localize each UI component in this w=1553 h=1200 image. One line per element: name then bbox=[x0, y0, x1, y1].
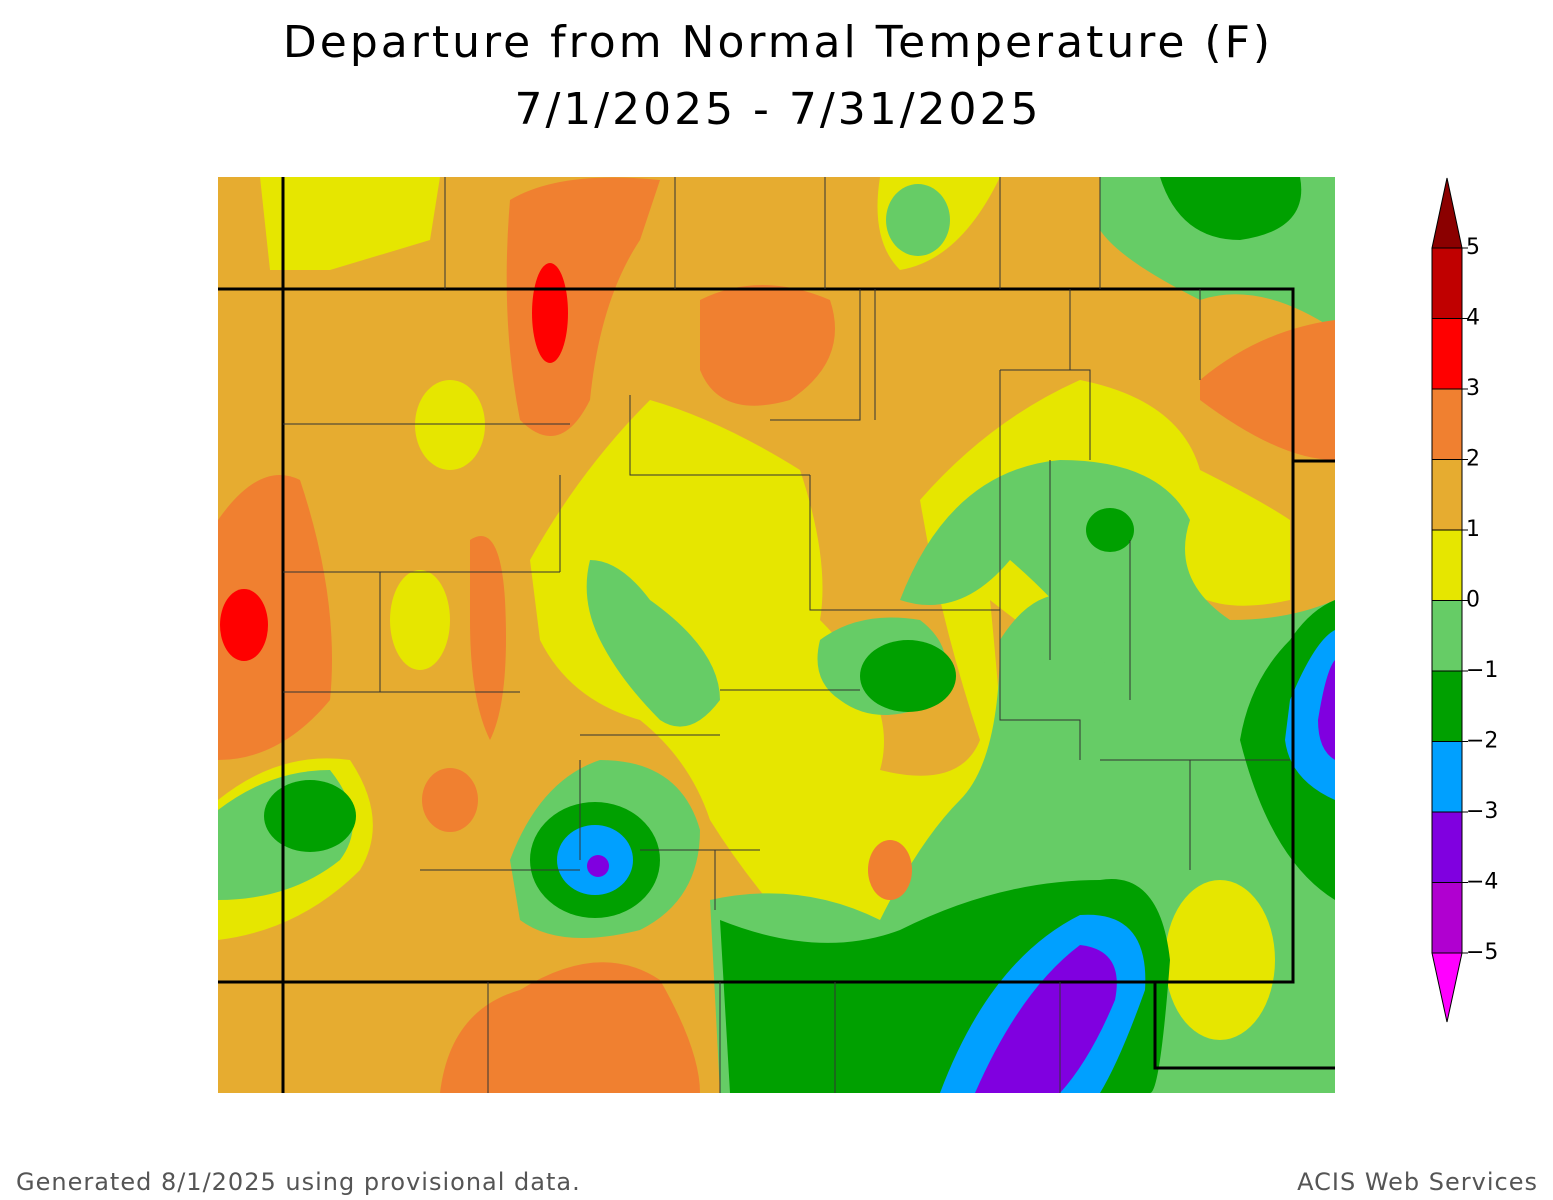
legend-swatch bbox=[1431, 529, 1463, 601]
region bbox=[860, 640, 956, 712]
state-borders bbox=[218, 177, 1335, 1093]
legend-swatch bbox=[1431, 952, 1463, 1023]
county-lines bbox=[283, 177, 1290, 1093]
legend-swatch bbox=[1431, 811, 1463, 883]
region bbox=[390, 570, 450, 670]
region bbox=[1200, 320, 1335, 460]
legend-swatch bbox=[1431, 388, 1463, 460]
legend-swatch bbox=[1431, 247, 1463, 319]
region bbox=[260, 177, 440, 270]
legend-label: −3 bbox=[1466, 799, 1498, 824]
region bbox=[900, 460, 1335, 760]
footer-left: Generated 8/1/2025 using provisional dat… bbox=[16, 1168, 581, 1196]
region bbox=[415, 380, 485, 470]
region bbox=[886, 184, 950, 256]
legend-swatch bbox=[1431, 318, 1463, 390]
region bbox=[422, 768, 478, 832]
region bbox=[532, 263, 568, 363]
border bbox=[281, 177, 1335, 1093]
legend-label: −2 bbox=[1466, 729, 1498, 754]
legend-label: −1 bbox=[1466, 658, 1498, 683]
legend-swatch bbox=[1431, 882, 1463, 954]
legend-swatch bbox=[1431, 600, 1463, 672]
region bbox=[868, 840, 912, 900]
map bbox=[218, 177, 1335, 1093]
legend-label: 0 bbox=[1466, 588, 1480, 613]
legend: 5 4 3 2 1 0 −1 −2 −3 −4 −5 bbox=[1431, 177, 1498, 1023]
legend-label: −5 bbox=[1466, 940, 1498, 965]
region bbox=[1165, 880, 1275, 1040]
region bbox=[506, 177, 660, 436]
legend-swatch bbox=[1431, 177, 1463, 249]
legend-label: 1 bbox=[1466, 517, 1480, 542]
title: Departure from Normal Temperature (F) bbox=[283, 17, 1273, 68]
legend-label: −4 bbox=[1466, 870, 1498, 895]
region bbox=[1160, 177, 1302, 240]
region bbox=[1086, 508, 1134, 552]
region bbox=[587, 855, 609, 877]
region bbox=[440, 962, 700, 1093]
region bbox=[700, 285, 835, 406]
legend-swatch bbox=[1431, 741, 1463, 813]
region bbox=[220, 589, 268, 661]
region bbox=[586, 560, 720, 727]
legend-label: 2 bbox=[1466, 447, 1480, 472]
region bbox=[264, 780, 356, 852]
region bbox=[1285, 630, 1335, 800]
county-line bbox=[283, 177, 1290, 1093]
subtitle: 7/1/2025 - 7/31/2025 bbox=[514, 84, 1041, 135]
region bbox=[470, 536, 506, 740]
legend-label: 5 bbox=[1466, 235, 1480, 260]
legend-label: 4 bbox=[1466, 306, 1480, 331]
footer-right: ACIS Web Services bbox=[1297, 1168, 1538, 1196]
border bbox=[218, 287, 1295, 984]
region bbox=[218, 475, 332, 760]
legend-swatch bbox=[1431, 459, 1463, 531]
region bbox=[1318, 660, 1335, 760]
legend-swatch bbox=[1431, 670, 1463, 742]
legend-label: 3 bbox=[1466, 376, 1480, 401]
